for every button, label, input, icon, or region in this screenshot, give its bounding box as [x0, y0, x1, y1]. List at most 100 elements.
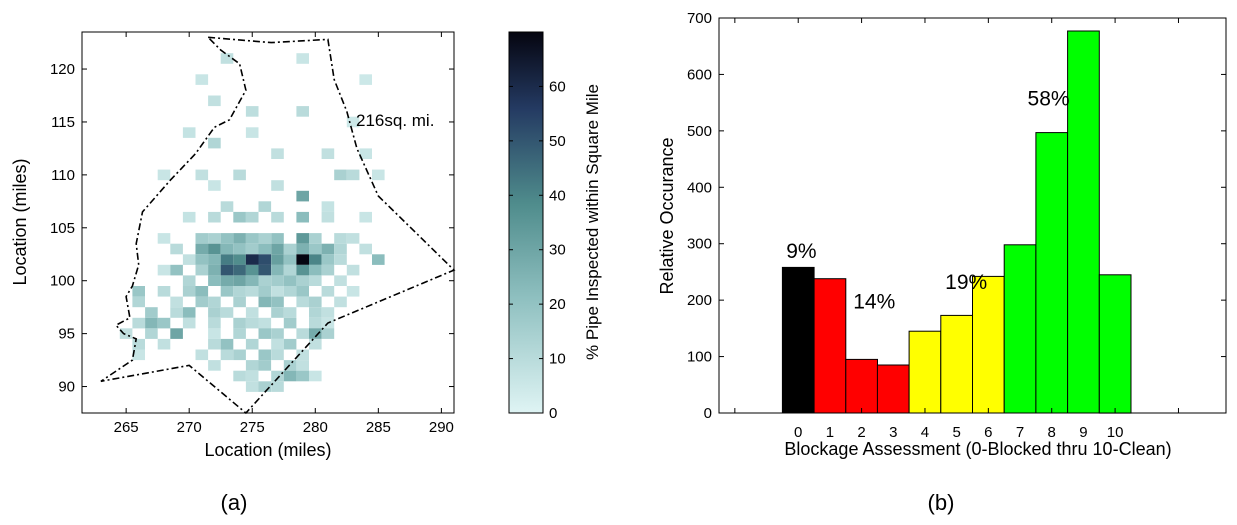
percentage-annotation: 58%: [1028, 87, 1070, 110]
heatmap-cell: [208, 95, 221, 107]
heatmap-cell: [195, 254, 209, 265]
percentage-annotation: 9%: [786, 240, 816, 263]
heatmap-cell: [145, 307, 158, 318]
heatmap-cell: [220, 349, 234, 361]
panel-a-caption: (a): [221, 490, 248, 515]
heatmap-cell: [296, 360, 309, 371]
bar-y-ticks: 0 100 200 300 400 500 600 700: [687, 10, 1226, 422]
heatmap-cell: [283, 338, 297, 350]
heatmap-cell: [258, 317, 272, 329]
heatmap-cell: [208, 211, 221, 223]
heatmap-cell: [283, 307, 297, 318]
heatmap-y-tick-label: 110: [51, 167, 75, 184]
heatmap-y-tick-label: 115: [51, 114, 75, 131]
heatmap-cell: [220, 53, 234, 64]
bar-axes-frame: [718, 17, 1227, 414]
heatmap-cell: [321, 148, 335, 159]
bar-x-tick-label: 5: [952, 424, 960, 441]
heatmap-cell: [258, 233, 272, 244]
heatmap-cell: [182, 317, 196, 329]
heatmap-cell: [157, 338, 171, 350]
heatmap-cell: [233, 317, 246, 329]
heatmap-cell: [170, 264, 183, 276]
heatmap-cell: [195, 286, 209, 297]
heatmap-cell: [309, 338, 322, 350]
heatmap-cell: [208, 180, 221, 191]
heatmap-cell: [145, 317, 158, 329]
bar-x-tick-label: 6: [984, 424, 992, 441]
heatmap-cell: [309, 275, 322, 286]
heatmap-cell: [258, 264, 272, 276]
bar-x-tick-label: 4: [921, 424, 929, 441]
bar-x-tick-label: 9: [1079, 424, 1087, 441]
heatmap-cell: [170, 328, 183, 339]
bar-x-tick-label: 10: [1107, 424, 1124, 441]
heatmap-cell: [208, 328, 221, 339]
heatmap-cell: [271, 264, 284, 276]
heatmap-cell: [309, 243, 322, 255]
heatmap-cell: [321, 254, 335, 265]
bar-y-tick-label: 200: [687, 292, 712, 309]
heatmap-cell: [258, 381, 272, 392]
heatmap-cell: [245, 264, 259, 276]
heatmap-cells: [119, 53, 385, 392]
heatmap-cell: [132, 317, 145, 329]
heatmap-cell: [182, 307, 196, 318]
colorbar-gradient: [508, 31, 544, 414]
bar-7: [1003, 244, 1037, 414]
heatmap-cell: [233, 233, 246, 244]
heatmap-cell: [132, 296, 145, 308]
heatmap-cell: [245, 370, 259, 382]
heatmap-cell: [258, 328, 272, 339]
heatmap-cell: [309, 317, 322, 329]
heatmap-cell: [372, 169, 385, 181]
heatmap-cell: [245, 254, 259, 265]
bar-y-tick-label: 700: [687, 10, 712, 27]
heatmap-cell: [346, 264, 360, 276]
heatmap-cell: [170, 296, 183, 308]
heatmap-cell: [321, 328, 335, 339]
heatmap-cell: [334, 233, 347, 244]
heatmap-cell: [321, 201, 335, 212]
heatmap-cell: [245, 286, 259, 297]
colorbar-tick-label: 30: [549, 242, 566, 259]
heatmap-cell: [321, 307, 335, 318]
colorbar-tick-label: 10: [549, 351, 566, 368]
heatmap-cell: [271, 370, 284, 382]
bars: [781, 30, 1132, 414]
heatmap-cell: [195, 233, 209, 244]
heatmap-cell: [283, 370, 297, 382]
heatmap-cell: [245, 211, 259, 223]
heatmap-cell: [309, 328, 322, 339]
heatmap-cell: [195, 169, 209, 181]
heatmap-cell: [258, 296, 272, 308]
heatmap-cell: [296, 286, 309, 297]
bar-6: [972, 275, 1005, 414]
heatmap-cell: [271, 148, 284, 159]
heatmap-cell: [245, 233, 259, 244]
heatmap-cell: [245, 338, 259, 350]
heatmap-cell: [296, 275, 309, 286]
heatmap-y-axis-label: Location (miles): [10, 158, 30, 285]
bar-x-tick-label: 7: [1016, 424, 1024, 441]
heatmap-cell: [283, 264, 297, 276]
heatmap-cell: [296, 211, 309, 223]
heatmap-cell: [195, 296, 209, 308]
heatmap-cell: [220, 254, 234, 265]
heatmap-x-ticks: 265 270 275 280 285 290: [114, 32, 454, 436]
heatmap-cell: [233, 370, 246, 382]
heatmap-cell: [195, 349, 209, 361]
heatmap-x-tick-label: 265: [114, 419, 139, 436]
percentage-annotation: 14%: [853, 291, 895, 314]
heatmap-cell: [119, 328, 133, 339]
heatmap-cell: [245, 381, 259, 392]
heatmap-cell: [271, 328, 284, 339]
bar-10: [1098, 274, 1132, 414]
heatmap-cell: [182, 275, 196, 286]
heatmap-cell: [271, 180, 284, 191]
heatmap-cell: [208, 243, 221, 255]
percentage-annotation: 19%: [945, 271, 987, 294]
heatmap-cell: [346, 233, 360, 244]
heatmap-cell: [283, 286, 297, 297]
heatmap-cell: [233, 328, 246, 339]
